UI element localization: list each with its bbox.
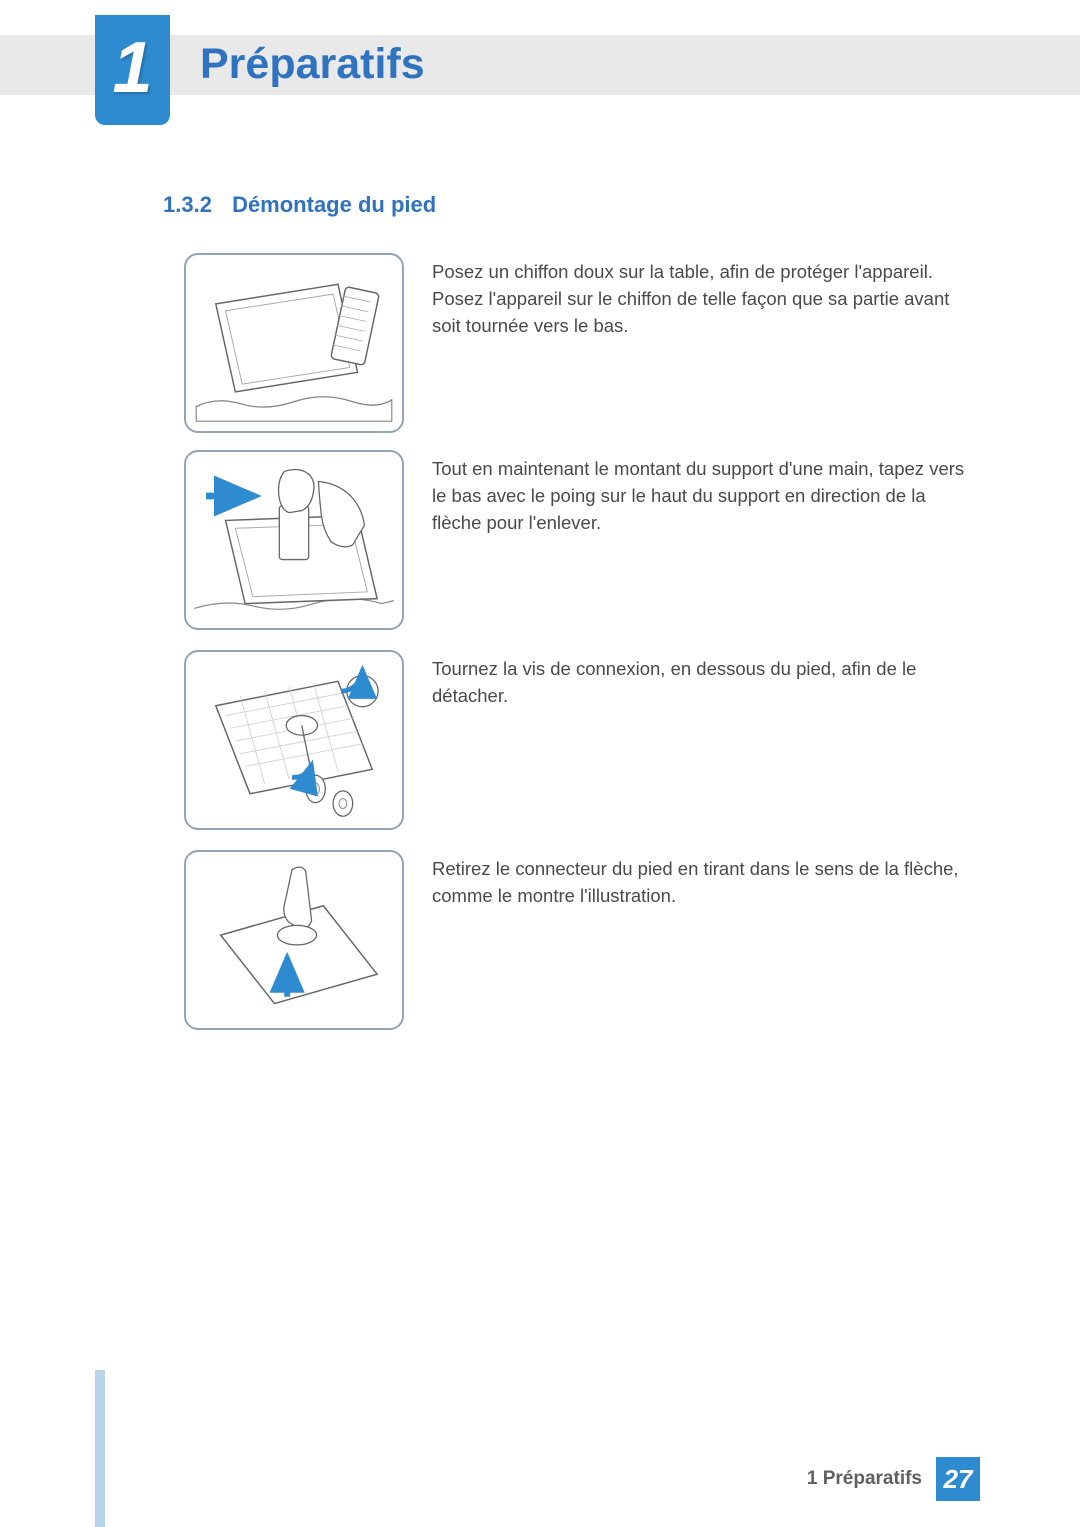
step-4-text: Retirez le connecteur du pied en tirant … bbox=[432, 850, 980, 1030]
illustration-1 bbox=[184, 253, 404, 433]
step-3-text: Tournez la vis de connexion, en dessous … bbox=[432, 650, 980, 830]
chapter-tab: 1 bbox=[95, 15, 170, 125]
page-number-box: 27 bbox=[936, 1457, 980, 1501]
step-1-text: Posez un chiffon doux sur la table, afin… bbox=[432, 253, 980, 433]
page-footer: 1 Préparatifs 27 bbox=[807, 1457, 980, 1501]
page-number: 27 bbox=[944, 1464, 973, 1495]
step-2: Tout en maintenant le montant du support… bbox=[184, 450, 980, 630]
step-3: Tournez la vis de connexion, en dessous … bbox=[184, 650, 980, 830]
section-title: Démontage du pied bbox=[232, 192, 436, 217]
step-2-text: Tout en maintenant le montant du support… bbox=[432, 450, 980, 630]
section-heading: 1.3.2 Démontage du pied bbox=[163, 192, 436, 218]
illustration-3 bbox=[184, 650, 404, 830]
chapter-number: 1 bbox=[112, 27, 152, 109]
illustration-2 bbox=[184, 450, 404, 630]
chapter-title: Préparatifs bbox=[200, 40, 425, 89]
footer-chapter-label: 1 Préparatifs bbox=[807, 1468, 922, 1490]
step-4: Retirez le connecteur du pied en tirant … bbox=[184, 850, 980, 1030]
illustration-4 bbox=[184, 850, 404, 1030]
step-1: Posez un chiffon doux sur la table, afin… bbox=[184, 253, 980, 433]
section-number: 1.3.2 bbox=[163, 192, 212, 217]
left-margin-stripe bbox=[95, 1370, 105, 1527]
